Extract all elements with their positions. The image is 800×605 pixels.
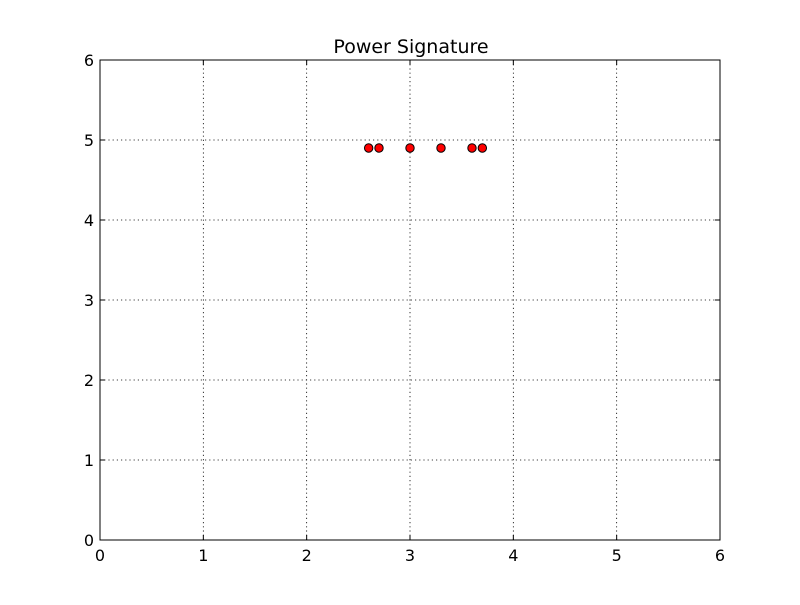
chart-title: Power Signature (333, 36, 488, 58)
y-tick-label: 6 (84, 51, 94, 70)
data-point (477, 143, 488, 153)
plot-border (99, 59, 721, 541)
grid-lines (100, 60, 720, 540)
y-tick-label: 3 (84, 291, 94, 310)
x-tick-label: 6 (715, 546, 725, 565)
y-tick-label: 1 (84, 451, 94, 470)
data-points (363, 143, 488, 153)
x-tick-label: 1 (198, 546, 208, 565)
y-tick-label: 0 (84, 531, 94, 550)
x-tick-label: 3 (405, 546, 415, 565)
y-axis-tick-labels: 0 1 2 3 4 5 6 (84, 51, 94, 550)
data-point (363, 143, 374, 153)
x-tick-label: 4 (508, 546, 518, 565)
y-tick-label: 5 (84, 131, 94, 150)
x-tick-label: 0 (95, 546, 105, 565)
x-axis-tick-labels: 0 1 2 3 4 5 6 (95, 546, 725, 565)
data-point (405, 143, 415, 153)
data-point (374, 143, 384, 153)
x-tick-label: 2 (302, 546, 312, 565)
x-tick-label: 5 (612, 546, 622, 565)
data-point (467, 143, 477, 153)
y-tick-label: 4 (84, 211, 94, 230)
data-point (436, 143, 446, 153)
y-tick-label: 2 (84, 371, 94, 390)
